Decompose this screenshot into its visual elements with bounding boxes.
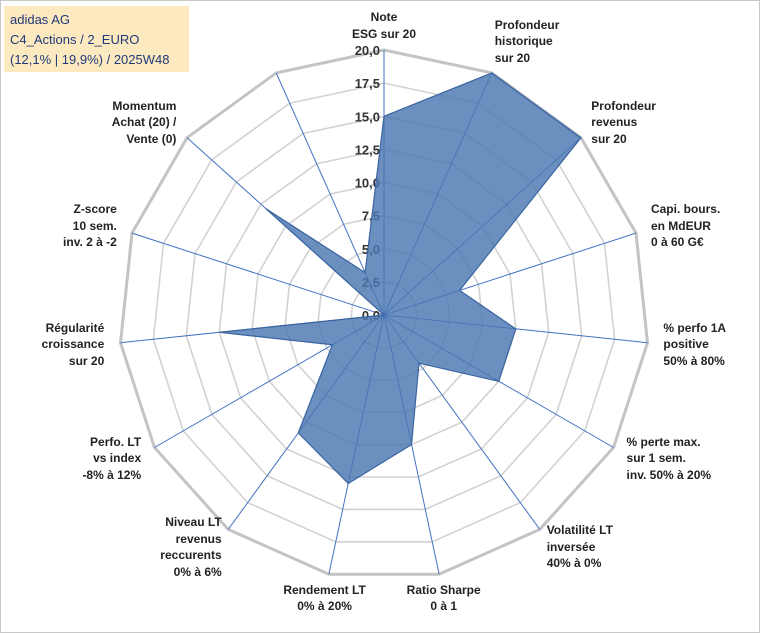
axis-label-line: Achat (20) / [111,115,177,130]
axis-label-line: 50% à 80% [663,353,725,368]
radar-spoke [131,232,385,316]
info-period: (12,1% | 19,9%) / 2025W48 [10,52,170,67]
grid-ring [118,48,650,576]
axis-label: Rendement LT 0% à 20% [283,582,365,615]
axis-label-line: 0 à 60 G€ [650,235,704,250]
axis-label-line: revenus [175,531,222,546]
chart-info-box: adidas AG C4_Actions / 2_EURO (12,1% | 1… [4,6,189,72]
axis-label-line: ESG sur 20 [352,26,417,41]
axis-label-line: Ratio Sharpe [406,582,481,597]
axis-label-line: % perte max. [626,434,701,449]
axis-label-line: Profondeur [494,17,560,32]
axis-label-line: croissance [41,337,105,352]
axis-label-line: Niveau LT [165,515,222,530]
axis-label-line: Capi. bours. [650,202,721,217]
axis-label-line: Momentum [112,98,177,113]
axis-label-line: Volatilité LT [546,523,613,538]
axis-label-line: vs index [93,451,142,465]
axis-label-line: sur 20 [68,353,105,368]
axis-label-line: positive [663,337,709,352]
axis-label-line: inv. 50% à 20% [626,467,712,482]
axis-label-line: sur 1 sem. [626,451,686,465]
axis-label: Ratio Sharpe 0 à 1 [407,582,481,615]
tick-label: 20,0 [355,43,380,58]
axis-label-line: inv. 2 à -2 [63,235,117,250]
series-area [219,72,582,485]
axis-label-line: reccurents [160,548,222,563]
axis-label-line: Rendement LT [283,582,366,597]
axis-label-line: sur 20 [591,131,627,146]
axis-label-line: Note [370,10,398,24]
info-company: adidas AG [10,12,70,27]
axis-label: Perfo. LT vs index -8% à 12% [82,434,141,484]
axis-label-line: sur 20 [494,50,531,65]
axis-label: Momentum Achat (20) / Vente (0) [112,98,177,148]
axis-label: % perfo 1A positive 50% à 80% [663,320,726,370]
axis-label-line: Perfo. LT [90,434,142,449]
axis-label-line: historique [494,34,553,49]
axis-label-line: inversée [546,539,596,554]
info-category: C4_Actions / 2_EURO [10,32,140,47]
tick-label: 17,5 [355,76,380,91]
axis-label-line: 40% à 0% [546,556,602,571]
axis-label: Capi. bours. en MdEUR 0 à 60 G€ [651,201,720,251]
axis-label: Z-score 10 sem. inv. 2 à -2 [63,201,117,251]
axis-label-line: 10 sem. [72,218,117,233]
tick-label: 15,0 [355,109,380,124]
tick-label: 12,5 [355,142,380,157]
axis-label: Volatilité LT inversée 40% à 0% [547,522,613,572]
axis-label-line: 0% à 6% [173,564,222,579]
tick-label: 10,0 [355,176,380,191]
axis-label-line: 0 à 1 [430,599,458,614]
axis-label-line: % perfo 1A [663,320,727,335]
axis-label: Note ESG sur 20 [352,9,416,42]
axis-label-line: en MdEUR [650,218,711,233]
axis-label-line: revenus [591,115,638,130]
axis-label-line: Vente (0) [126,131,177,146]
axis-label: Profondeur revenus sur 20 [591,98,656,148]
axis-label: Profondeur historique sur 20 [495,17,560,67]
axis-label-line: -8% à 12% [82,467,142,482]
axis-label: Niveau LT revenus reccurents 0% à 6% [160,514,221,580]
axis-label-line: Z-score [73,202,117,217]
grid-ring [185,115,583,511]
grid-ring [152,82,616,543]
axis-label-line: Régularité [45,320,105,335]
axis-label: Régularité croissance sur 20 [42,320,105,370]
radar-series [219,72,582,485]
axis-label: % perte max. sur 1 sem. inv. 50% à 20% [627,434,712,484]
axis-label-line: Profondeur [591,98,656,113]
axis-label-line: 0% à 20% [297,599,352,614]
grid-ring [218,148,550,478]
